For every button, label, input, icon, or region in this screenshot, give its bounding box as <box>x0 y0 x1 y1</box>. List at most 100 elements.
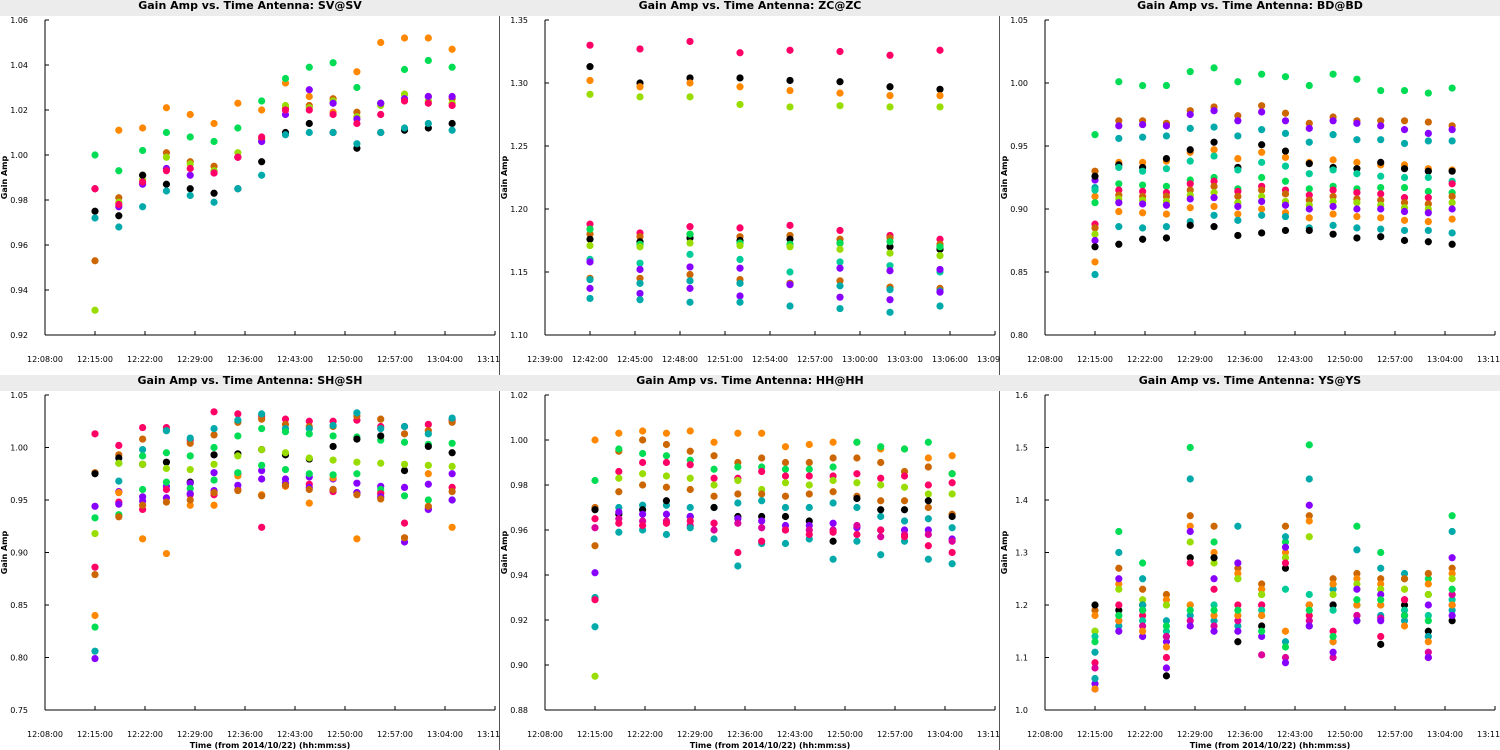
data-point <box>186 501 194 509</box>
data-point <box>139 423 147 432</box>
data-point <box>1281 653 1290 662</box>
data-point <box>853 479 861 487</box>
data-point <box>115 200 123 209</box>
data-point <box>1281 585 1290 593</box>
data-point <box>186 439 194 447</box>
data-point <box>234 153 242 161</box>
data-point <box>162 464 171 473</box>
data-point <box>781 465 790 473</box>
data-point <box>400 124 409 132</box>
y-tick-label: 0.96 <box>10 241 28 250</box>
data-point <box>234 481 242 489</box>
data-point <box>186 164 194 173</box>
data-point <box>1234 622 1242 630</box>
plot-panel-hh: Gain Amp vs. Time Antenna: HH@HH 0.88 0.9… <box>500 375 1000 750</box>
data-point <box>1377 233 1385 241</box>
y-tick-label: 0.95 <box>1010 142 1028 151</box>
y-tick-label: 1.00 <box>10 444 28 453</box>
y-tick-label: 1.5 <box>1015 444 1028 453</box>
y-tick-label: 1.4 <box>1015 496 1028 505</box>
data-point <box>1400 611 1409 620</box>
data-point <box>1448 554 1456 562</box>
data-point <box>886 51 894 59</box>
data-point <box>115 477 123 485</box>
data-point <box>1281 627 1290 635</box>
data-point <box>1448 585 1456 593</box>
data-point <box>1377 596 1385 604</box>
data-point <box>1329 156 1337 164</box>
data-point <box>210 119 218 128</box>
y-tick-label: 0.98 <box>510 481 528 490</box>
data-point <box>948 548 956 557</box>
data-point <box>1210 522 1218 530</box>
data-point <box>234 185 242 193</box>
data-point <box>736 83 744 91</box>
data-point <box>1281 548 1290 557</box>
data-point <box>1258 148 1266 156</box>
data-point <box>686 427 694 435</box>
data-point <box>1448 601 1456 609</box>
data-point <box>305 86 313 94</box>
data-point <box>1305 617 1313 625</box>
x-tick-label: 13:11:00 <box>977 730 1000 739</box>
data-point <box>281 428 290 436</box>
data-point <box>1162 132 1171 140</box>
data-point <box>1210 223 1218 231</box>
data-point <box>1424 569 1432 578</box>
plot-panel-sh: Gain Amp vs. Time Antenna: SH@SH 0.75 0.8… <box>0 375 500 750</box>
data-point <box>1115 627 1123 635</box>
data-point <box>1162 201 1171 209</box>
data-point <box>1377 640 1385 648</box>
data-point <box>1305 501 1313 509</box>
data-point <box>1305 441 1313 449</box>
data-point <box>781 526 790 534</box>
data-point <box>662 483 671 491</box>
data-point <box>1234 132 1242 140</box>
panel-header-bar <box>500 0 1000 16</box>
data-point <box>1400 173 1409 182</box>
data-point <box>1424 580 1432 588</box>
data-point <box>305 92 313 101</box>
data-point <box>591 506 599 514</box>
data-point <box>1448 564 1456 572</box>
y-tick-label: 1.30 <box>510 79 528 88</box>
data-point <box>1448 126 1456 134</box>
scatter-plot: 0.88 0.90 0.92 0.94 0.96 0.98 1.00 1.02 12:08:00… <box>500 391 1000 750</box>
plot-title: Gain Amp vs. Time Antenna: BD@BD <box>1137 0 1363 12</box>
y-tick-label: 0.96 <box>510 526 528 535</box>
data-point <box>162 549 171 558</box>
y-tick-label: 1.00 <box>510 436 528 445</box>
data-point <box>805 490 813 498</box>
data-point <box>91 306 99 314</box>
data-point <box>139 535 147 543</box>
data-point <box>139 435 147 443</box>
data-point <box>448 496 456 504</box>
data-point <box>948 479 956 487</box>
data-point <box>1258 651 1266 659</box>
data-point <box>1210 622 1218 630</box>
data-point <box>886 262 894 270</box>
data-point <box>1210 107 1218 115</box>
data-point <box>234 416 242 424</box>
data-point <box>281 465 290 474</box>
data-point <box>1424 209 1432 217</box>
data-point <box>886 92 894 100</box>
data-point <box>1234 166 1242 174</box>
data-point <box>900 472 909 480</box>
x-tick-label: 12:45:00 <box>617 355 653 364</box>
data-point <box>1329 230 1337 238</box>
data-point <box>91 257 99 265</box>
data-point <box>615 488 623 496</box>
data-point <box>829 537 837 545</box>
data-point <box>91 514 99 522</box>
data-point <box>162 478 171 486</box>
data-point <box>1353 119 1361 127</box>
data-point <box>115 513 123 521</box>
data-point <box>591 596 599 604</box>
data-point <box>636 296 644 304</box>
data-point <box>1400 606 1409 614</box>
data-point <box>948 512 956 521</box>
data-point <box>377 110 385 119</box>
data-point <box>1115 78 1123 86</box>
data-point <box>639 521 647 530</box>
